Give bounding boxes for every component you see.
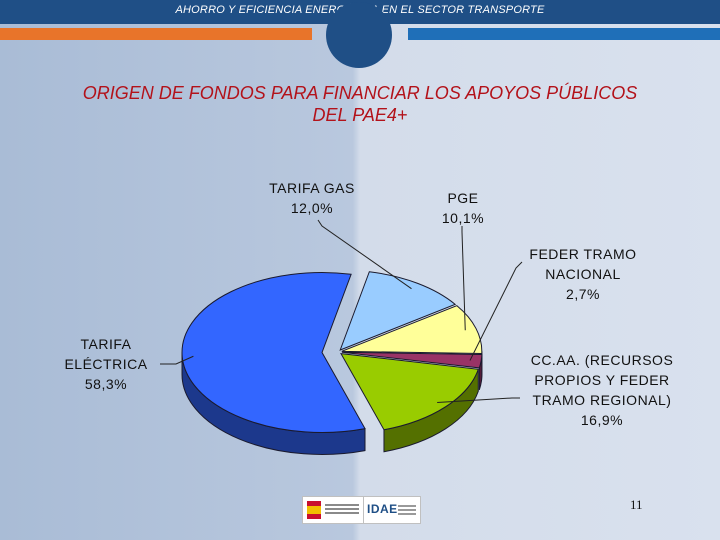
label-ccaa-line-2: PROPIOS Y FEDER (534, 372, 670, 388)
label-ccaa: CC.AA. (RECURSOS PROPIOS Y FEDER TRAMO R… (512, 350, 692, 430)
idae-mark: IDAE (367, 502, 398, 516)
label-feder-nacional-line-1: FEDER TRAMO (529, 246, 637, 262)
label-tarifa-gas-value: 12,0% (290, 200, 334, 216)
ministerio-text-lines (325, 504, 359, 506)
page-number: 11 (630, 497, 643, 512)
label-pge: PGE 10,1% (418, 188, 508, 228)
pie-slice-ccaa (340, 352, 479, 431)
label-pge-value: 10,1% (441, 210, 485, 226)
label-tarifa-gas-name: TARIFA GAS (269, 180, 355, 196)
idae-logo: IDAE (363, 496, 421, 524)
blue-stripe (408, 28, 720, 40)
ministerio-emblem-icon (307, 501, 321, 519)
leader-line-pge (461, 226, 466, 331)
leader-line-tarifa-gas (317, 219, 412, 290)
label-ccaa-line-1: CC.AA. (RECURSOS (530, 352, 674, 368)
pie-slice-feder-nacional (341, 351, 483, 369)
label-feder-nacional: FEDER TRAMO NACIONAL 2,7% (508, 244, 658, 304)
leader-line-ccaa (437, 397, 520, 404)
pie-slice-tarifa-electrica (181, 271, 366, 433)
label-tarifa-electrica-line-2: ELÉCTRICA (64, 356, 148, 372)
label-tarifa-electrica-line-1: TARIFA (80, 336, 132, 352)
label-tarifa-electrica: TARIFA ELÉCTRICA 58,3% (48, 334, 164, 394)
ministerio-logo (302, 496, 364, 524)
orange-stripe (0, 28, 312, 40)
chart-title: ORIGEN DE FONDOS PARA FINANCIAR LOS APOY… (40, 82, 680, 126)
label-tarifa-electrica-value: 58,3% (84, 376, 128, 392)
idae-text-lines (398, 505, 416, 507)
label-ccaa-line-3: TRAMO REGIONAL) (532, 392, 672, 408)
label-feder-nacional-value: 2,7% (566, 286, 600, 302)
label-pge-name: PGE (447, 190, 479, 206)
leader-line-feder-nacional (469, 261, 523, 361)
label-ccaa-value: 16,9% (580, 412, 624, 428)
leader-line-tarifa-electrica (160, 355, 194, 365)
chart-title-line-2: DEL PAE4+ (312, 105, 408, 125)
label-feder-nacional-line-2: NACIONAL (545, 266, 621, 282)
pie-slice-pge (341, 305, 483, 354)
pie-slice-tarifa-gas (339, 271, 457, 351)
label-tarifa-gas: TARIFA GAS 12,0% (252, 178, 372, 218)
chart-title-line-1: ORIGEN DE FONDOS PARA FINANCIAR LOS APOY… (82, 83, 638, 103)
header-circle (326, 2, 392, 68)
